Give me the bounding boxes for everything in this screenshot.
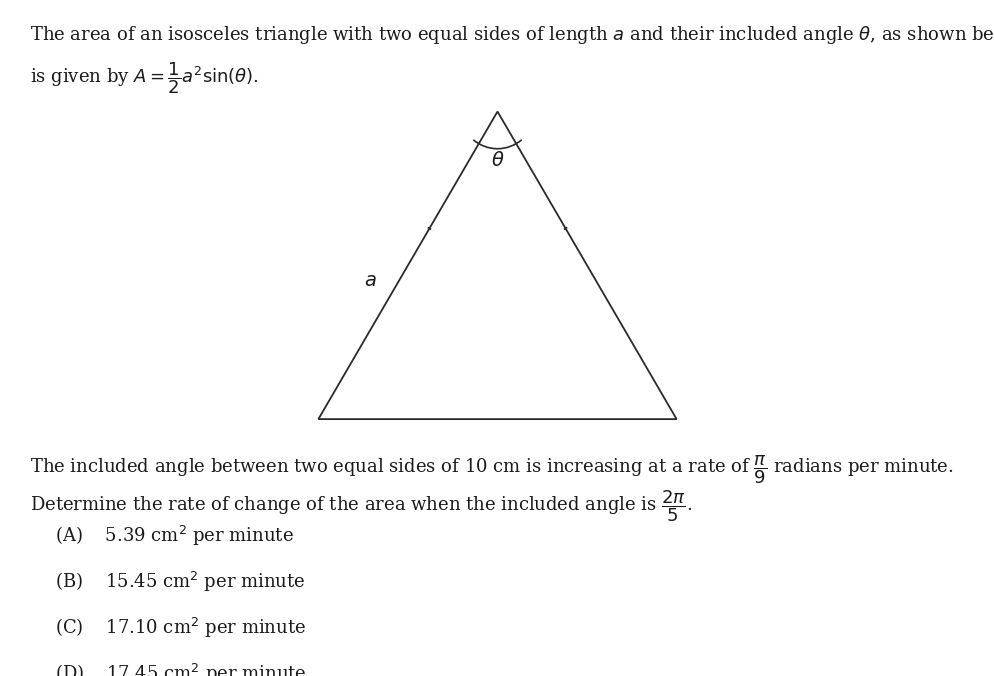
Text: $a$: $a$ — [364, 272, 377, 290]
Text: (C)    17.10 cm$^2$ per minute: (C) 17.10 cm$^2$ per minute — [55, 616, 305, 640]
Text: The area of an isosceles triangle with two equal sides of length $a$ and their i: The area of an isosceles triangle with t… — [30, 24, 994, 46]
Text: (B)    15.45 cm$^2$ per minute: (B) 15.45 cm$^2$ per minute — [55, 570, 305, 594]
Text: The included angle between two equal sides of 10 cm is increasing at a rate of $: The included angle between two equal sid… — [30, 453, 952, 485]
Text: is given by $A = \dfrac{1}{2}a^2 \sin(\theta)$.: is given by $A = \dfrac{1}{2}a^2 \sin(\t… — [30, 61, 258, 97]
Text: $\theta$: $\theta$ — [490, 151, 504, 170]
Text: Determine the rate of change of the area when the included angle is $\dfrac{2\pi: Determine the rate of change of the area… — [30, 488, 692, 524]
Text: (D)    17.45 cm$^2$ per minute: (D) 17.45 cm$^2$ per minute — [55, 662, 306, 676]
Text: (A)    5.39 cm$^2$ per minute: (A) 5.39 cm$^2$ per minute — [55, 524, 293, 548]
